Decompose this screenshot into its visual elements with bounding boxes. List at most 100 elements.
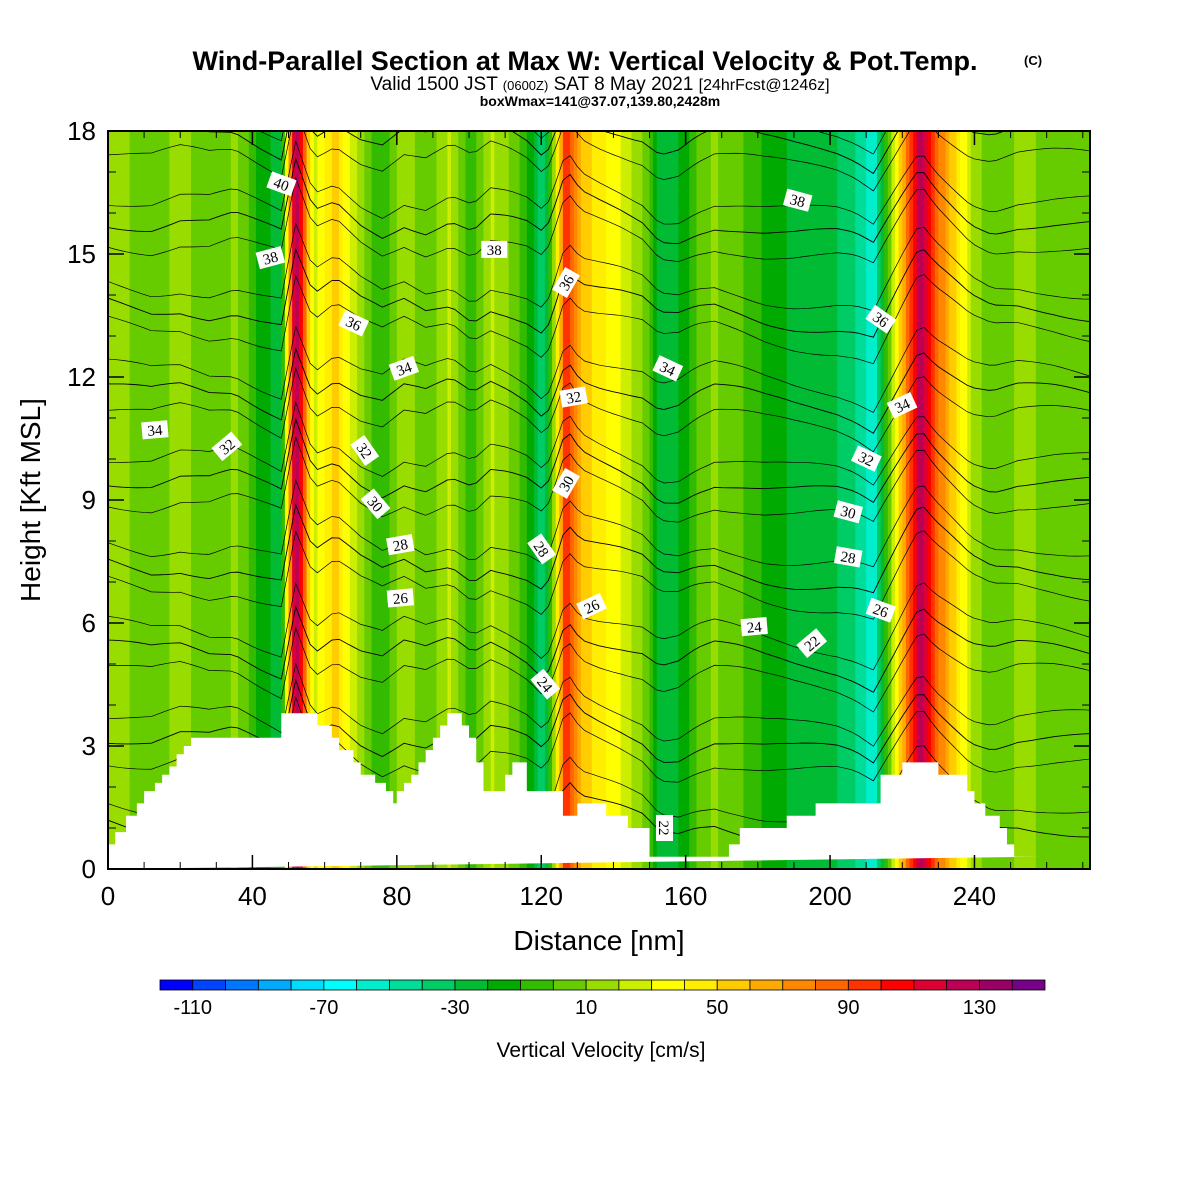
velocity-cell <box>342 131 347 869</box>
velocity-cell <box>887 131 893 869</box>
velocity-cell <box>512 131 517 869</box>
velocity-cell <box>873 131 878 869</box>
svg-text:38: 38 <box>261 249 280 268</box>
svg-text:34: 34 <box>147 423 164 440</box>
theta-label: 36 <box>338 310 370 337</box>
velocity-cell <box>609 131 615 869</box>
colorbar-swatch <box>225 979 259 991</box>
colorbar-swatch <box>946 979 980 991</box>
velocity-cell <box>667 131 672 869</box>
theta-label: 32 <box>559 386 588 408</box>
velocity-cell <box>458 131 463 869</box>
colorbar-swatch <box>487 979 521 991</box>
velocity-cell <box>765 131 770 869</box>
theta-label: 36 <box>552 266 580 298</box>
svg-text:34: 34 <box>657 359 678 380</box>
velocity-cell <box>385 131 391 869</box>
velocity-cell <box>830 131 835 869</box>
velocity-cell <box>786 131 791 869</box>
colorbar-swatch <box>1011 979 1046 991</box>
y-tick-label: 18 <box>67 116 96 146</box>
velocity-cell <box>595 131 600 869</box>
velocity-cell <box>710 131 716 869</box>
velocity-cell <box>985 131 990 869</box>
velocity-cell <box>974 131 979 869</box>
theta-label: 32 <box>211 431 243 462</box>
theta-isoline <box>108 530 1090 620</box>
velocity-cell <box>692 131 698 869</box>
velocity-cell <box>624 131 629 869</box>
colorbar-tick-label: -70 <box>309 997 338 1019</box>
theta-label: 26 <box>386 588 415 608</box>
velocity-cell <box>494 131 499 869</box>
colorbar-tick-label: 130 <box>963 997 996 1019</box>
velocity-cell <box>797 131 802 869</box>
velocity-cell <box>140 131 145 869</box>
velocity-cell <box>848 131 853 869</box>
velocity-cell <box>534 131 539 869</box>
velocity-cell <box>147 131 152 869</box>
velocity-cell <box>519 131 524 869</box>
velocity-cell <box>750 131 755 869</box>
velocity-cell <box>566 131 571 869</box>
velocity-cell <box>479 131 485 869</box>
svg-text:38: 38 <box>487 243 502 259</box>
velocity-cell <box>176 131 181 869</box>
velocity-cell <box>898 131 903 869</box>
velocity-cell <box>674 131 680 869</box>
theta-label: 34 <box>388 355 419 381</box>
box-wmax-info: boxWmax=141@37.07,139.80,2428m <box>480 93 721 109</box>
velocity-cell <box>429 131 434 869</box>
velocity-cell <box>432 131 438 869</box>
svg-text:36: 36 <box>343 314 364 335</box>
velocity-cell <box>404 131 409 869</box>
colorbar-swatch <box>421 979 456 991</box>
velocity-cell <box>1061 131 1066 869</box>
velocity-cell <box>129 131 134 869</box>
theta-isoline <box>108 417 1090 504</box>
velocity-cell <box>450 131 456 869</box>
velocity-cell <box>266 131 272 869</box>
velocity-cell <box>855 131 860 869</box>
valid-date: SAT 8 May 2021 <box>554 74 694 95</box>
velocity-cell <box>934 131 939 869</box>
colorbar-swatch <box>356 979 390 991</box>
terrain <box>108 713 1040 869</box>
velocity-cell <box>728 131 734 869</box>
velocity-cell <box>144 131 149 869</box>
velocity-cell <box>501 131 506 869</box>
velocity-cell <box>703 131 708 869</box>
x-tick-label: 0 <box>101 881 115 911</box>
velocity-cell <box>775 131 781 869</box>
velocity-cell <box>902 131 907 869</box>
velocity-cell <box>783 131 788 869</box>
velocity-cell <box>407 131 412 869</box>
svg-text:26: 26 <box>582 597 603 618</box>
velocity-cell <box>400 131 405 869</box>
velocity-cell <box>313 131 318 869</box>
velocity-cell <box>447 131 452 869</box>
svg-text:24: 24 <box>746 619 763 636</box>
velocity-cell <box>317 131 322 869</box>
velocity-cell <box>627 131 633 869</box>
velocity-cell <box>541 131 546 869</box>
velocity-cell <box>382 131 387 869</box>
velocity-cell <box>454 131 459 869</box>
velocity-cell <box>858 131 864 869</box>
velocity-cell <box>642 131 647 869</box>
theta-isoline <box>108 582 1090 671</box>
velocity-cell <box>606 131 611 869</box>
theta-isoline <box>108 222 1090 312</box>
velocity-cell <box>162 131 167 869</box>
svg-text:30: 30 <box>557 474 578 495</box>
y-tick-label: 12 <box>67 362 96 392</box>
x-axis-ticks: 0 40 80 120 160 200 240 <box>101 131 1084 911</box>
svg-text:40: 40 <box>271 175 291 195</box>
velocity-cell <box>165 131 170 869</box>
velocity-cell <box>689 131 694 869</box>
velocity-cell <box>321 131 326 869</box>
velocity-cell <box>1017 131 1023 869</box>
velocity-cell <box>660 131 665 869</box>
svg-text:32: 32 <box>856 449 876 470</box>
velocity-cell <box>743 131 748 869</box>
